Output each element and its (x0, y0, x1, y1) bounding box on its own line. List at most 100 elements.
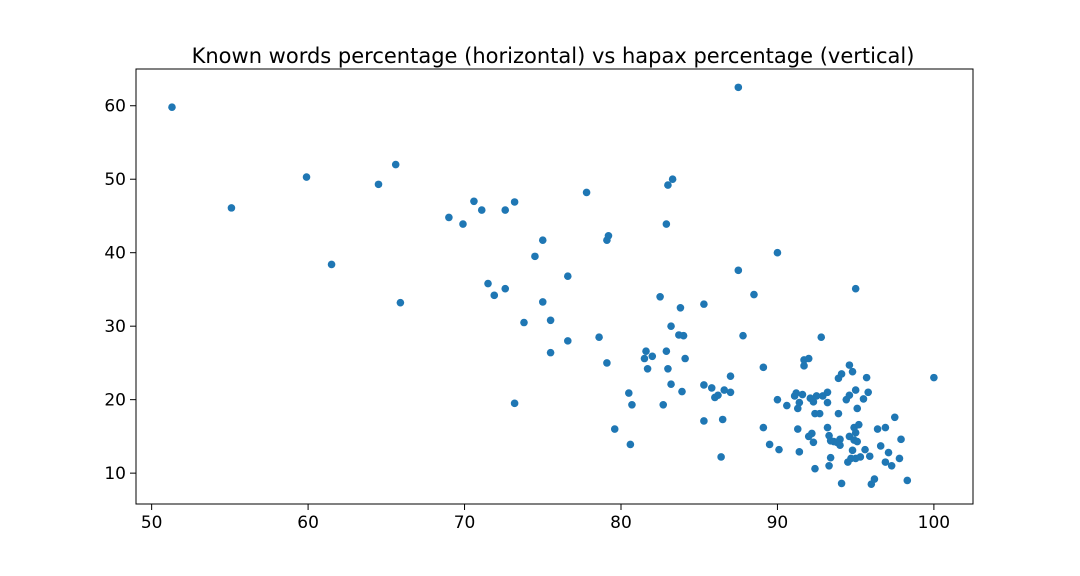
y-tick-label: 50 (104, 170, 126, 190)
data-point (804, 354, 813, 363)
chart-title: Known words percentage (horizontal) vs h… (192, 44, 915, 68)
y-tick-label: 30 (104, 317, 126, 337)
data-point (659, 401, 668, 409)
data-point (681, 354, 689, 363)
data-point (815, 409, 824, 418)
data-point (501, 206, 510, 214)
x-tick-label: 100 (918, 513, 950, 533)
data-point (490, 291, 499, 300)
data-point (603, 359, 611, 367)
data-point (445, 213, 453, 222)
data-point (823, 423, 832, 432)
data-point (168, 103, 176, 112)
data-point (793, 404, 802, 413)
data-point (792, 389, 801, 397)
data-point (679, 331, 688, 340)
data-point (859, 395, 868, 403)
data-point (812, 392, 821, 400)
data-point (546, 348, 555, 357)
data-point (862, 373, 871, 382)
data-point (808, 429, 816, 438)
data-point (897, 435, 905, 444)
data-point (734, 266, 743, 275)
data-point (851, 284, 860, 293)
x-tick-label: 80 (610, 513, 632, 533)
x-tick-label: 70 (454, 513, 476, 533)
data-point (668, 175, 677, 184)
data-point (718, 415, 727, 424)
data-point (823, 398, 832, 407)
data-point (823, 388, 832, 397)
data-point (739, 331, 747, 340)
data-point (856, 453, 865, 461)
data-point (664, 181, 672, 189)
data-point (887, 461, 896, 470)
data-point (595, 333, 603, 342)
data-point (640, 354, 649, 363)
data-point (484, 279, 492, 288)
data-point (834, 409, 843, 418)
data-point (717, 453, 725, 461)
data-point (750, 290, 758, 299)
data-point (678, 387, 686, 396)
data-point (643, 364, 652, 373)
data-point (656, 292, 664, 301)
data-point (720, 386, 729, 394)
data-point (700, 417, 708, 425)
data-point (628, 401, 636, 409)
x-tick-label: 60 (297, 513, 319, 533)
data-point (520, 318, 528, 327)
data-point (662, 220, 671, 228)
data-point (864, 388, 872, 397)
data-point (734, 83, 743, 92)
data-point (817, 333, 826, 342)
data-point (798, 390, 807, 399)
data-point (327, 260, 336, 269)
data-point (783, 401, 791, 410)
data-point (538, 298, 547, 306)
data-point (477, 206, 486, 214)
data-point (604, 231, 613, 240)
data-point (881, 458, 890, 466)
data-point (302, 173, 311, 181)
data-point (459, 220, 467, 228)
data-point (648, 352, 657, 361)
y-tick-label: 10 (104, 464, 126, 484)
data-point (848, 367, 857, 376)
data-point (726, 388, 735, 397)
data-point (809, 398, 818, 406)
plot-frame (135, 68, 974, 505)
data-points (168, 83, 938, 488)
data-point (531, 252, 539, 261)
data-point (837, 479, 846, 488)
data-point (765, 440, 774, 449)
data-point (895, 454, 904, 463)
data-point (664, 364, 672, 373)
data-point (707, 384, 716, 392)
data-point (396, 298, 405, 307)
data-point (625, 389, 633, 397)
data-point (903, 476, 912, 485)
data-point (759, 363, 768, 372)
data-point (826, 453, 835, 462)
data-point (662, 347, 671, 355)
data-point (391, 160, 400, 169)
data-point (773, 248, 782, 257)
x-tick-label: 50 (141, 513, 163, 533)
data-point (759, 423, 768, 432)
y-tick-label: 60 (104, 97, 126, 117)
data-point (851, 428, 860, 437)
data-point (795, 398, 804, 407)
data-point (501, 284, 510, 293)
y-tick-label: 40 (104, 244, 126, 264)
data-point (726, 372, 735, 380)
data-point (890, 413, 899, 422)
data-point (546, 316, 555, 325)
data-point (836, 435, 844, 444)
data-point (854, 420, 863, 429)
x-tick-label: 90 (767, 513, 789, 533)
y-tick-label: 20 (104, 391, 126, 411)
data-point (775, 445, 783, 454)
data-point (836, 441, 844, 450)
